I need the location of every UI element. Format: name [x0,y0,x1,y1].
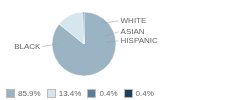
svg-text:BLACK: BLACK [14,42,41,51]
html-text:0.4%: 0.4% [135,89,154,98]
html-text:13.4%: 13.4% [58,89,82,98]
html-text:0.4%: 0.4% [99,89,118,98]
svg-text:HISPANIC: HISPANIC [121,36,158,45]
svg-text:WHITE: WHITE [121,16,147,25]
html-text:85.9%: 85.9% [18,89,41,98]
svg-text:ASIAN: ASIAN [121,27,145,36]
